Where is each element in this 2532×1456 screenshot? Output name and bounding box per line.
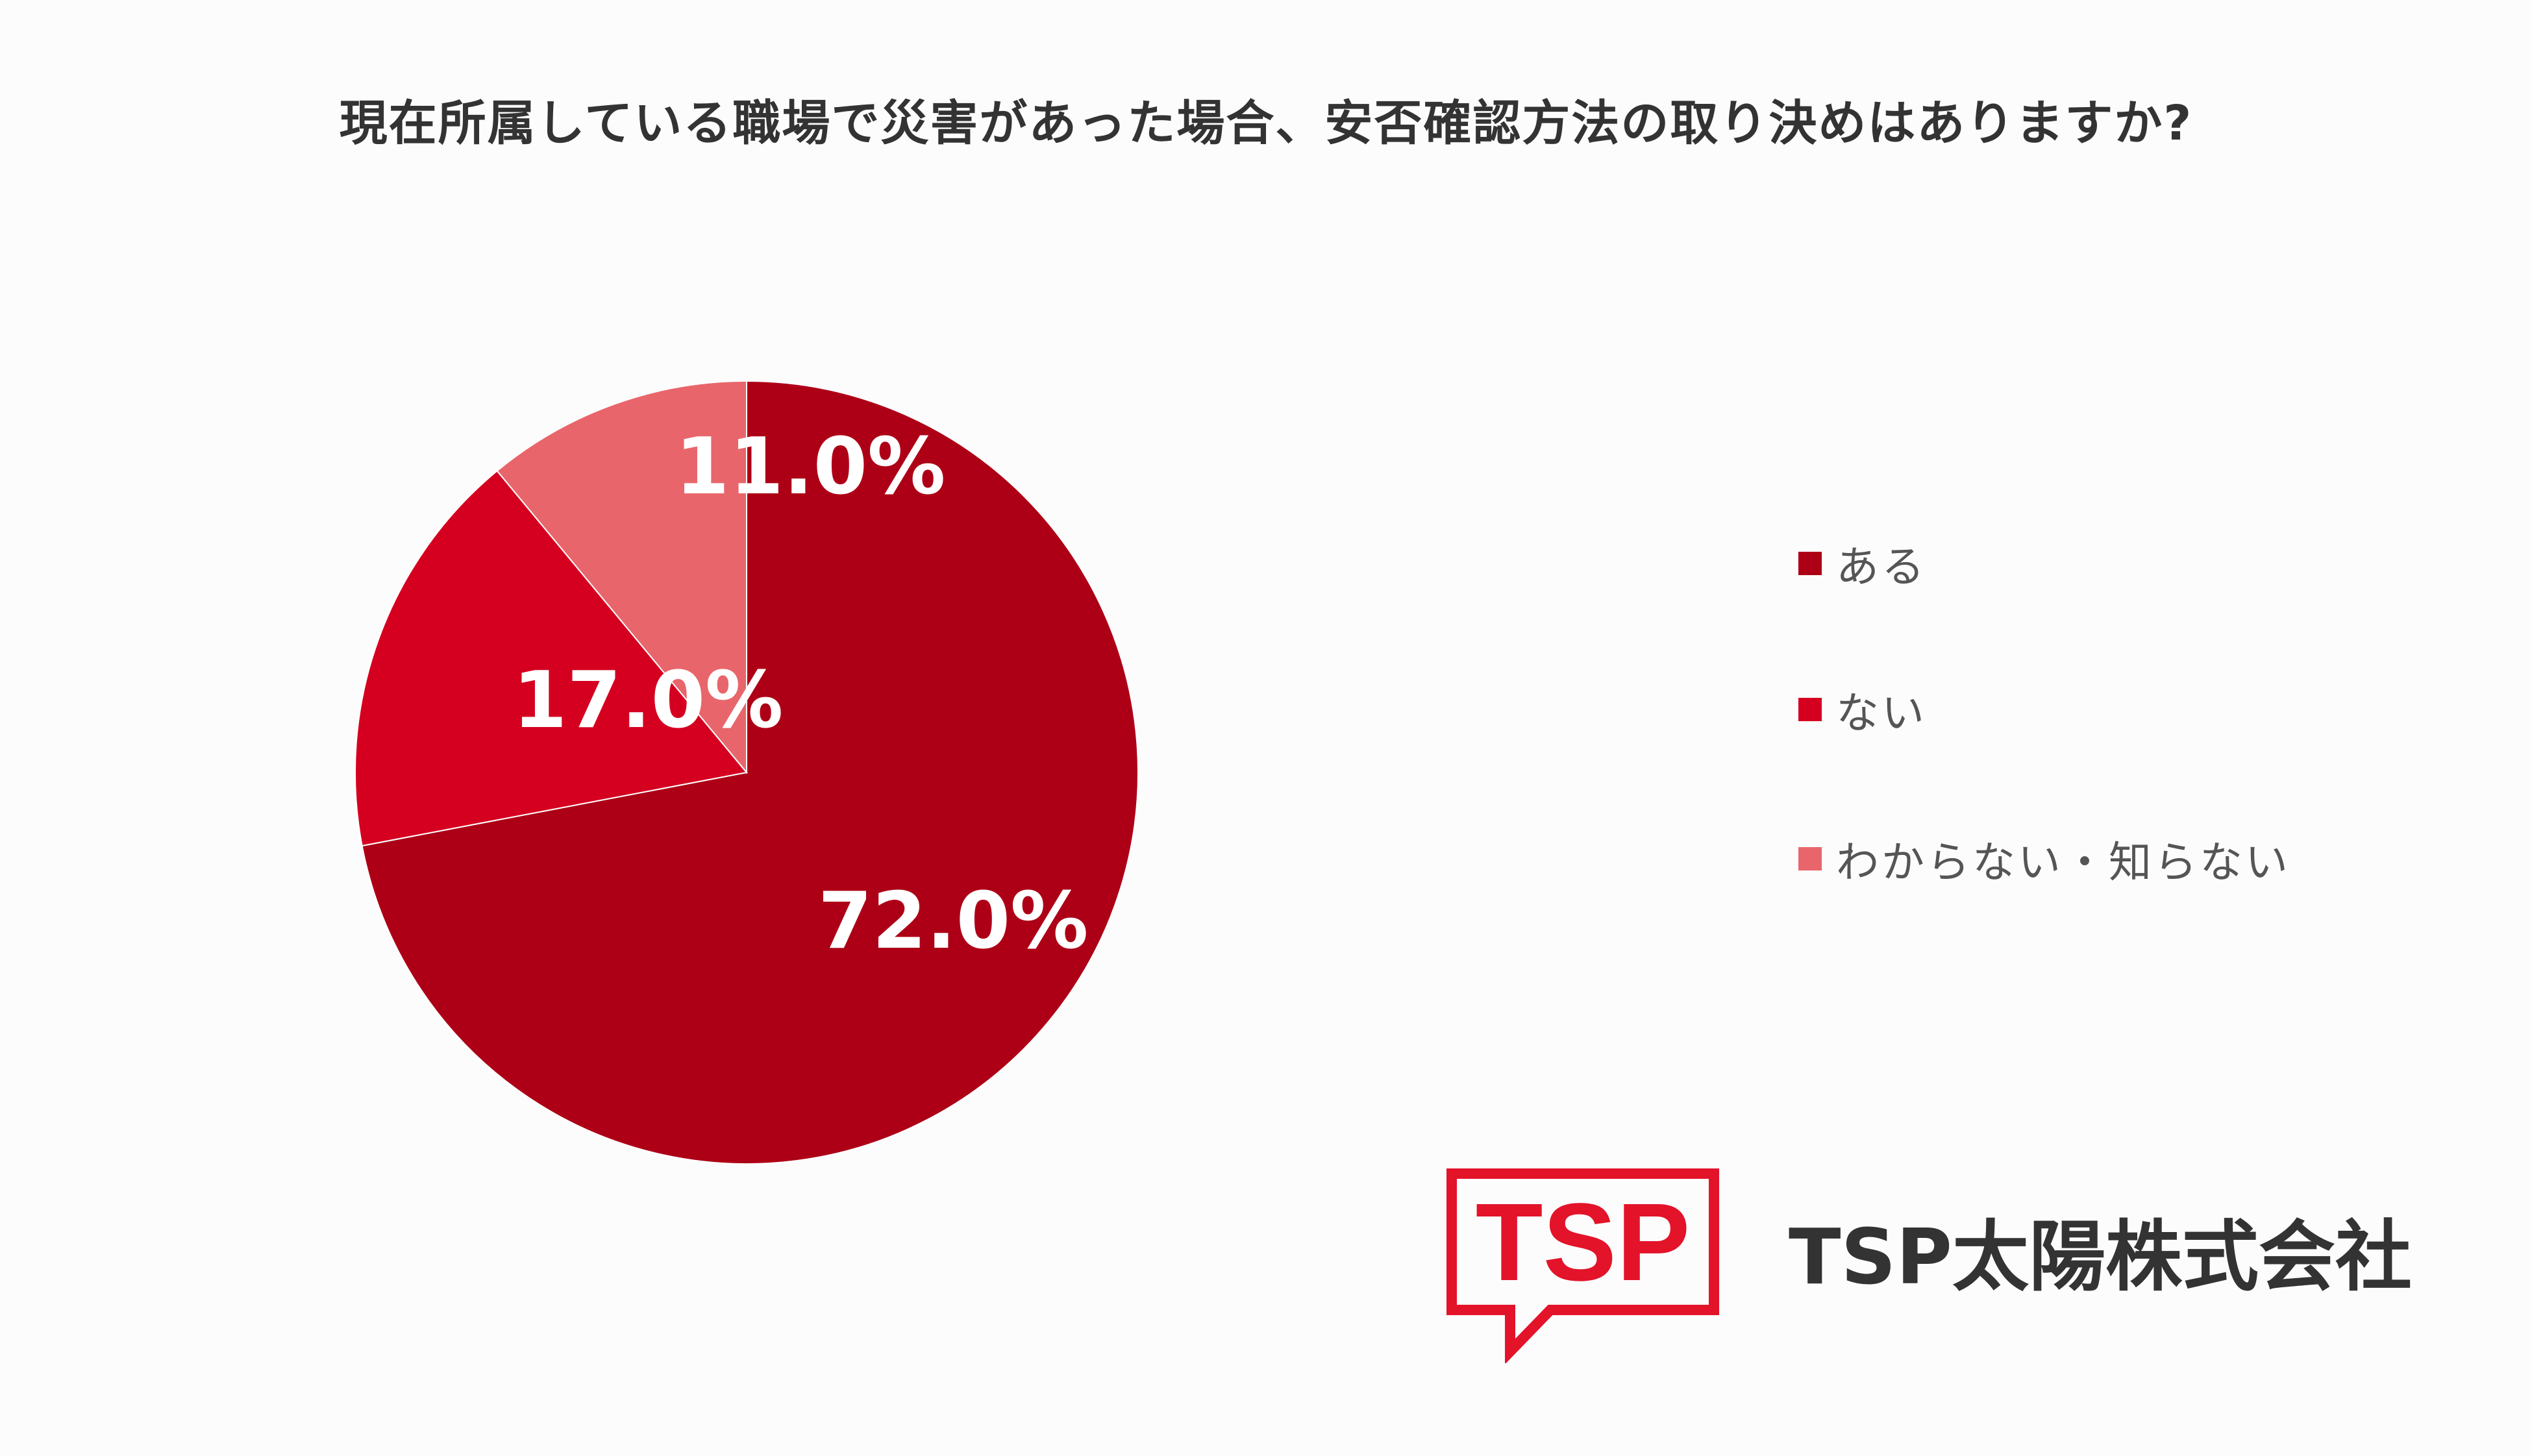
- company-name: TSP太陽株式会社: [1789, 1212, 2412, 1302]
- legend-label-nai: ない: [1836, 688, 1927, 738]
- legend-item-aru[interactable]: ある: [1798, 532, 1927, 595]
- pie-slice-aru[interactable]: [361, 380, 1139, 1165]
- legend-item-nai[interactable]: ない: [1798, 678, 1927, 741]
- chart-title: 現在所属している職場で災害があった場合、安否確認方法の取り決めはありますか?: [339, 95, 2193, 151]
- legend-swatch-nai: [1798, 698, 1822, 721]
- legend-label-aru: ある: [1836, 542, 1927, 592]
- pie-slice-nai[interactable]: [354, 469, 748, 847]
- legend-item-wakaranai[interactable]: わからない・知らない: [1798, 828, 2290, 890]
- speech-bubble-icon: [1446, 1168, 1719, 1363]
- legend-swatch-aru: [1798, 552, 1822, 575]
- tsp-logo: TSP: [1446, 1168, 1719, 1363]
- legend-label-wakaranai: わからない・知らない: [1836, 837, 2290, 887]
- pie-label-wakaranai: 11.0%: [675, 422, 945, 512]
- pie-label-nai: 17.0%: [513, 656, 783, 746]
- logo-text: TSP: [1476, 1181, 1691, 1304]
- pie-label-aru: 72.0%: [818, 876, 1088, 967]
- pie-slice-wakaranai[interactable]: [496, 380, 747, 774]
- legend-swatch-wakaranai: [1798, 847, 1822, 870]
